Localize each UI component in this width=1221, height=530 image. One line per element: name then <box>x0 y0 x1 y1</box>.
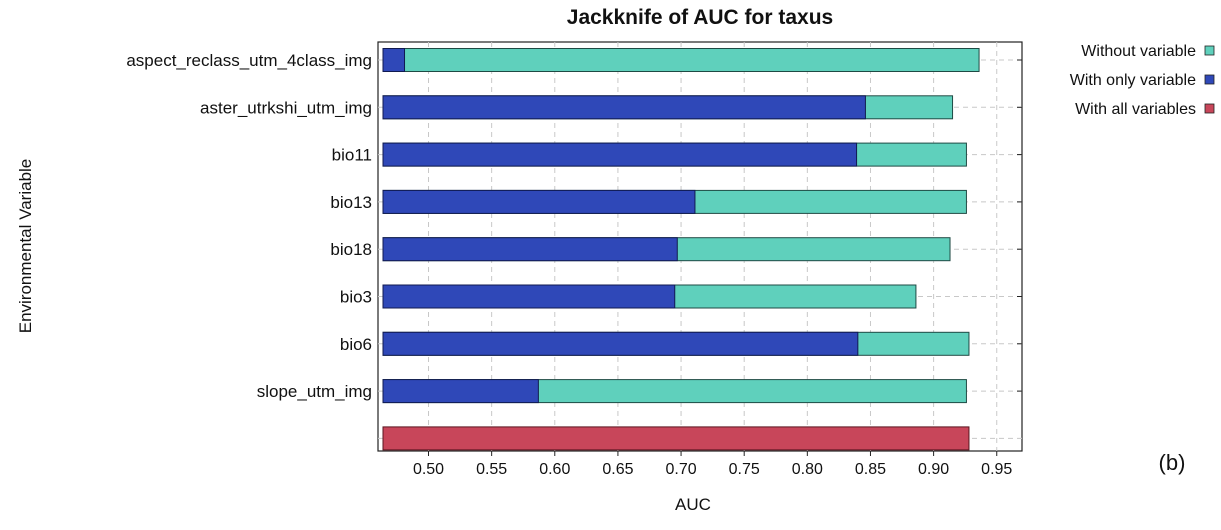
plot-frame <box>377 41 1023 452</box>
bar-with-only-variable <box>382 284 676 309</box>
category-label: aspect_reclass_utm_4class_img <box>126 51 372 70</box>
bar-with-only-variable <box>382 142 858 167</box>
legend-label: With only variable <box>1070 72 1196 89</box>
category-label: bio6 <box>340 335 372 354</box>
x-tick-label: 0.60 <box>539 461 570 478</box>
panel-label: (b) <box>1159 450 1186 475</box>
x-axis-title: AUC <box>675 495 711 514</box>
category-label: bio11 <box>332 146 372 165</box>
category-labels: aspect_reclass_utm_4class_img aster_utrks… <box>126 51 372 401</box>
y-axis-title: Environmental Variable <box>16 159 35 334</box>
legend: Without variable With only variable With a… <box>1070 43 1215 118</box>
category-label: bio3 <box>340 288 372 307</box>
category-label: slope_utm_img <box>257 382 372 401</box>
legend-swatch <box>1204 74 1215 85</box>
x-axis-ticks: 0.50 0.55 0.60 0.65 0.70 0.75 0.80 0.85 0.90 0.95 <box>413 59 1022 478</box>
bar-with-only-variable <box>382 237 678 262</box>
x-tick-label: 0.50 <box>413 461 444 478</box>
bar-with-only-variable <box>382 331 859 356</box>
x-tick-label: 0.70 <box>665 461 696 478</box>
x-tick-label: 0.95 <box>981 461 1012 478</box>
x-tick-label: 0.55 <box>476 461 507 478</box>
legend-swatch <box>1204 103 1215 114</box>
bar-without-variable <box>382 48 980 72</box>
category-label: bio13 <box>330 193 372 212</box>
x-tick-label: 0.80 <box>792 461 823 478</box>
x-tick-label: 0.85 <box>855 461 886 478</box>
bar-with-only-variable <box>382 48 406 72</box>
bar-with-all-variables <box>382 426 970 451</box>
legend-label: With all variables <box>1075 101 1196 118</box>
bar-with-only-variable <box>382 189 696 214</box>
legend-swatch <box>1204 45 1215 56</box>
x-tick-label: 0.90 <box>918 461 949 478</box>
category-label: bio18 <box>330 240 372 259</box>
category-label: aster_utrkshi_utm_img <box>200 98 372 117</box>
x-tick-label: 0.65 <box>602 461 633 478</box>
bar-with-only-variable <box>382 95 866 120</box>
legend-label: Without variable <box>1081 43 1196 60</box>
bars <box>382 48 980 451</box>
bar-with-only-variable <box>382 379 539 404</box>
x-tick-label: 0.75 <box>729 461 760 478</box>
chart-title: Jackknife of AUC for taxus <box>567 6 833 29</box>
